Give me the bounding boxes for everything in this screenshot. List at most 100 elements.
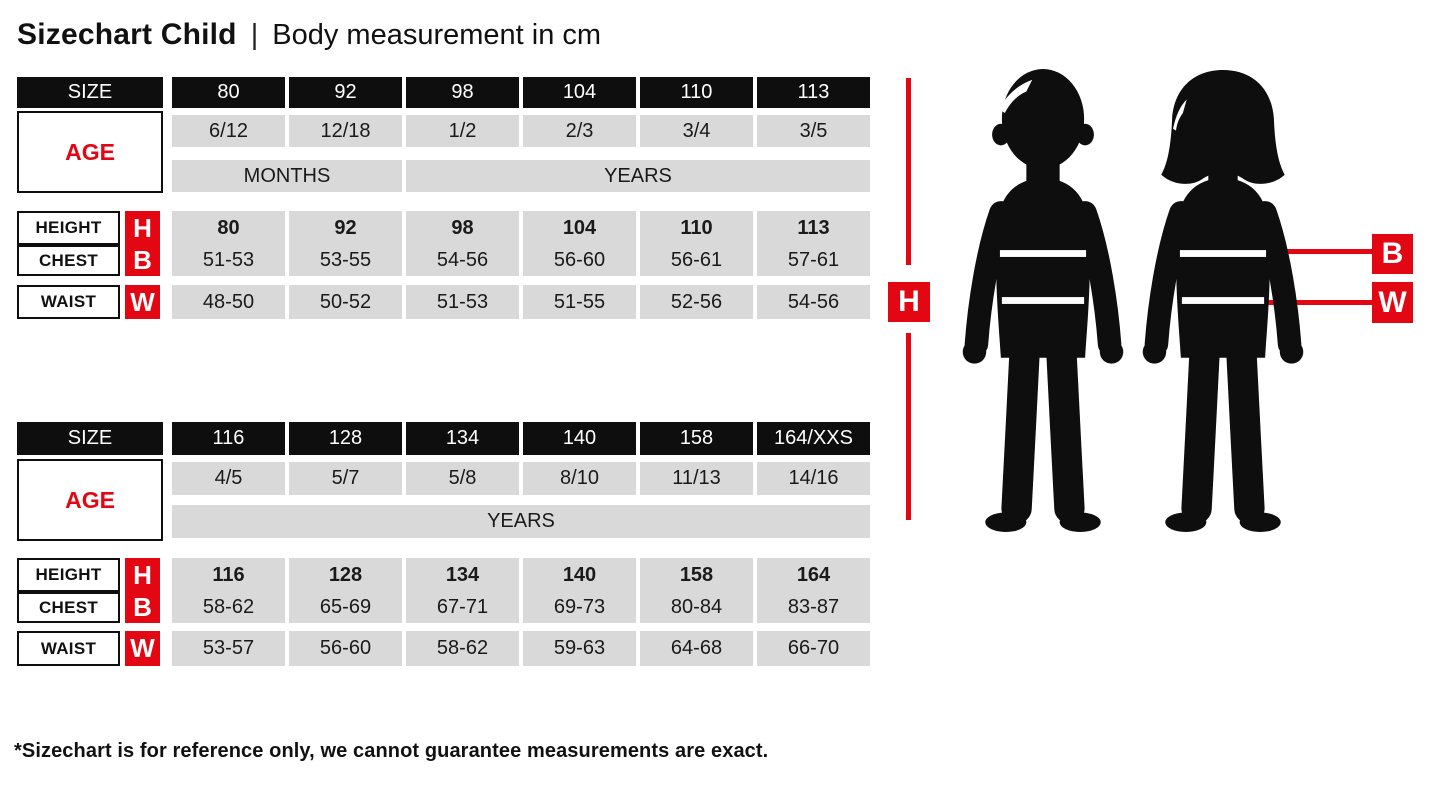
size-row: SIZE 80 92 98 104 110 113 [17,77,877,108]
age-value-cell: 3/4 [640,115,753,147]
age-header-cell: AGE [17,459,163,541]
measure-value-cell: 80-84 [640,592,753,623]
age-header-cell: AGE [17,111,163,193]
age-value-cell: 8/10 [523,462,636,495]
age-value-cell: 5/8 [406,462,519,495]
sizechart-table-large: SIZE 116 128 134 140 158 164/XXS AGE 4/5 5/7 5/8 8/… [17,422,877,666]
unit-span-cell: YEARS [406,160,870,192]
size-header-cell: SIZE [17,422,163,455]
chest-row: CHEST B 51-53 53-55 54-56 56-60 56-61 57-61 [17,245,877,276]
measure-value-cell: 53-57 [172,631,285,666]
measure-label-chest: CHEST [17,592,120,623]
measure-value-cell: 116 [172,558,285,592]
measure-value-cell: 164 [757,558,870,592]
measure-value-cell: 50-52 [289,285,402,319]
height-row: HEIGHT H 80 92 98 104 110 113 [17,211,877,245]
measure-value-cell: 58-62 [172,592,285,623]
measure-value-cell: 98 [406,211,519,245]
measure-label-height: HEIGHT [17,211,120,245]
measure-value-cell: 56-60 [523,245,636,276]
waist-badge: W [1372,282,1413,323]
measure-value-cell: 140 [523,558,636,592]
size-value-cell: 164/XXS [757,422,870,455]
measure-value-cell: 59-63 [523,631,636,666]
size-header-cell: SIZE [17,77,163,108]
size-value-cell: 140 [523,422,636,455]
unit-span-cell: YEARS [172,505,870,538]
size-value-cell: 104 [523,77,636,108]
age-row: 6/12 12/18 1/2 2/3 3/4 3/5 [17,115,877,147]
measure-value-cell: 64-68 [640,631,753,666]
measure-label-height: HEIGHT [17,558,120,592]
unit-span-cell: MONTHS [172,160,402,192]
page-title-separator: | [250,19,259,51]
w-letter-badge: W [125,285,160,319]
size-value-cell: 110 [640,77,753,108]
size-value-cell: 113 [757,77,870,108]
footnote: *Sizechart is for reference only, we can… [14,740,769,762]
measure-value-cell: 56-60 [289,631,402,666]
size-row: SIZE 116 128 134 140 158 164/XXS [17,422,877,455]
height-row: HEIGHT H 116 128 134 140 158 164 [17,558,877,592]
height-measure-line-top [906,78,911,265]
measure-value-cell: 57-61 [757,245,870,276]
height-measure-line-bottom [906,333,911,520]
measure-value-cell: 52-56 [640,285,753,319]
measure-value-cell: 51-53 [172,245,285,276]
chest-row: CHEST B 58-62 65-69 67-71 69-73 80-84 83-87 [17,592,877,623]
measure-value-cell: 158 [640,558,753,592]
girl-silhouette-icon [1142,69,1304,533]
size-value-cell: 116 [172,422,285,455]
measure-value-cell: 104 [523,211,636,245]
age-value-cell: 2/3 [523,115,636,147]
size-value-cell: 98 [406,77,519,108]
age-value-cell: 3/5 [757,115,870,147]
measure-value-cell: 67-71 [406,592,519,623]
w-letter-badge: W [125,631,160,666]
measure-value-cell: 80 [172,211,285,245]
b-letter-badge: B [125,245,160,276]
waist-row: WAIST W 48-50 50-52 51-53 51-55 52-56 54-56 [17,285,877,319]
h-letter-badge: H [125,211,160,245]
measure-value-cell: 92 [289,211,402,245]
measure-value-cell: 69-73 [523,592,636,623]
measure-value-cell: 65-69 [289,592,402,623]
waist-measure-line [1240,300,1372,305]
chest-badge: B [1372,234,1413,274]
measure-value-cell: 54-56 [406,245,519,276]
units-row: YEARS [17,505,877,538]
measure-value-cell: 128 [289,558,402,592]
age-value-cell: 14/16 [757,462,870,495]
age-value-cell: 6/12 [172,115,285,147]
measure-value-cell: 110 [640,211,753,245]
measure-value-cell: 56-61 [640,245,753,276]
b-letter-badge: B [125,592,160,623]
measure-value-cell: 134 [406,558,519,592]
size-value-cell: 158 [640,422,753,455]
size-value-cell: 134 [406,422,519,455]
units-row: MONTHS YEARS [17,160,877,192]
measure-value-cell: 51-55 [523,285,636,319]
boy-silhouette-icon [962,68,1124,533]
h-letter-badge: H [125,558,160,592]
size-value-cell: 128 [289,422,402,455]
age-value-cell: 1/2 [406,115,519,147]
waist-row: WAIST W 53-57 56-60 58-62 59-63 64-68 66-70 [17,631,877,666]
measure-value-cell: 113 [757,211,870,245]
sizechart-table-small: SIZE 80 92 98 104 110 113 AGE 6/12 12/18 1/2 2/3 3/4… [17,77,877,319]
age-value-cell: 5/7 [289,462,402,495]
page-title-main: Sizechart Child [17,18,237,51]
measure-value-cell: 48-50 [172,285,285,319]
page-title: Sizechart Child | Body measurement in cm [17,18,601,52]
measure-label-waist: WAIST [17,285,120,319]
measure-value-cell: 53-55 [289,245,402,276]
page-title-subtitle: Body measurement in cm [272,19,602,51]
size-value-cell: 92 [289,77,402,108]
measure-value-cell: 58-62 [406,631,519,666]
measure-value-cell: 54-56 [757,285,870,319]
measure-label-waist: WAIST [17,631,120,666]
measure-value-cell: 51-53 [406,285,519,319]
age-value-cell: 11/13 [640,462,753,495]
age-value-cell: 12/18 [289,115,402,147]
